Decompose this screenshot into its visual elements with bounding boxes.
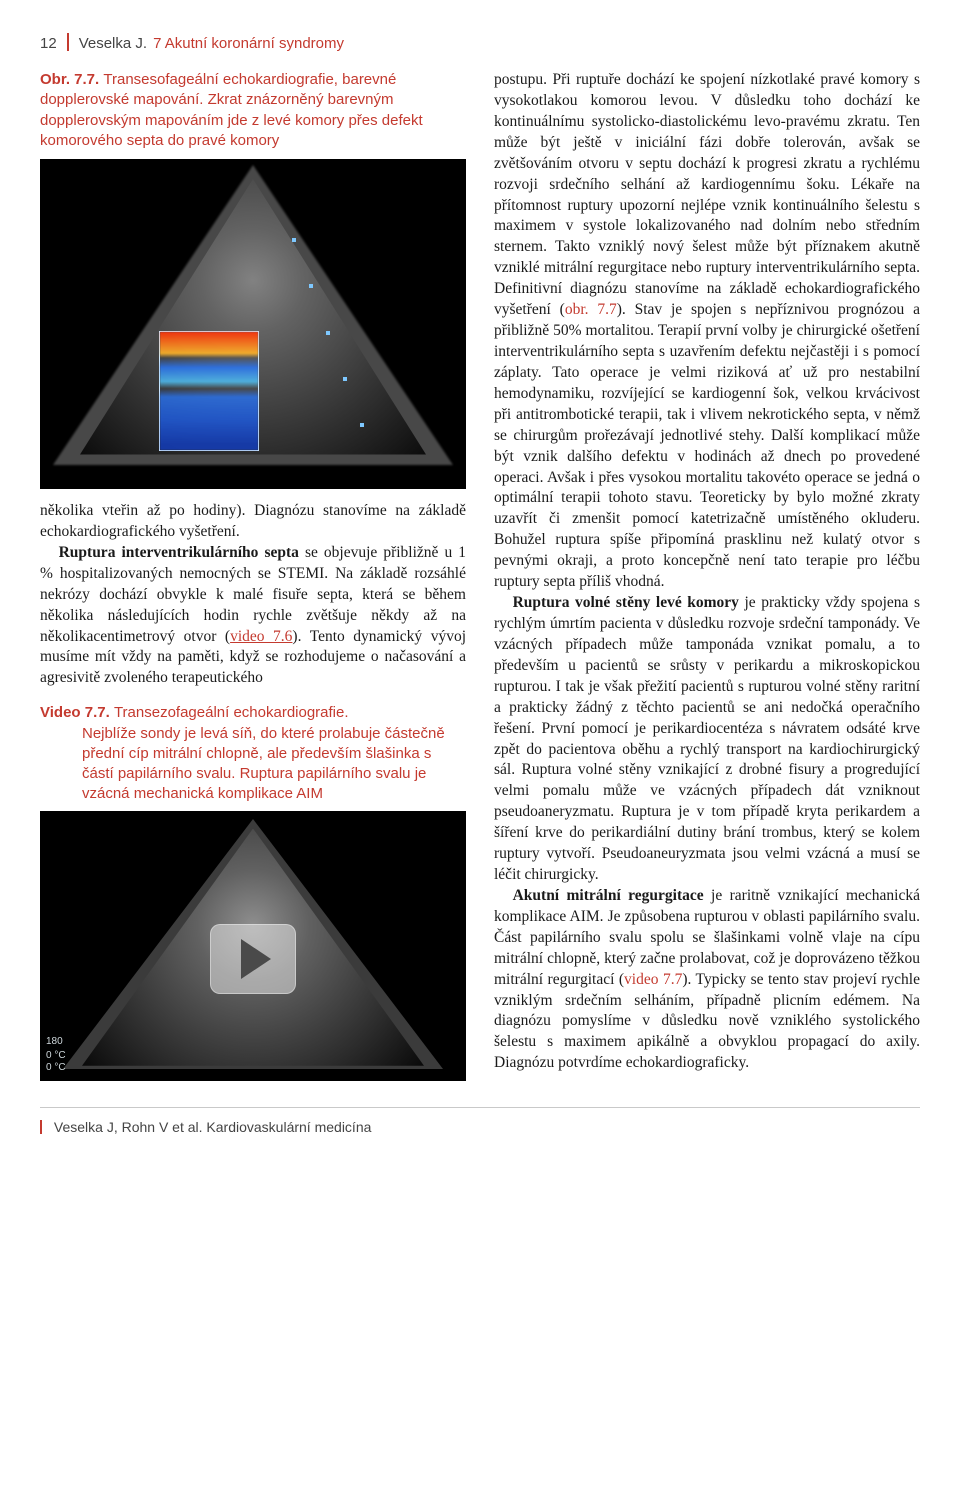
doppler-roi-box — [159, 331, 259, 451]
header-chapter: 7 Akutní koronární syndromy — [153, 35, 344, 52]
depth-tick-icon — [309, 284, 313, 288]
video-title: Transezofageální echokardiografie. — [114, 704, 349, 721]
figure-ref[interactable]: obr. 7.7 — [565, 301, 617, 318]
video-desc: Nejblíže sondy je levá síň, do které pro… — [40, 724, 466, 805]
page-header: 12 Veselka J. 7 Akutní koronární syndrom… — [40, 30, 920, 52]
text-run: ). Stav je spojen s nepříznivou prognózo… — [494, 301, 920, 590]
depth-tick-icon — [326, 331, 330, 335]
depth-tick-icon — [292, 238, 296, 242]
bold-lead: Ruptura interventrikulárního septa — [59, 544, 299, 561]
hud-angle: 180 — [46, 1036, 63, 1047]
paragraph: Ruptura volné stěny levé komory je prakt… — [494, 593, 920, 886]
footer-text: Veselka J, Rohn V et al. Kardiovaskulárn… — [54, 1119, 372, 1135]
paragraph: Ruptura interventrikulárního septa se ob… — [40, 543, 466, 689]
figure-label: Obr. 7.7. — [40, 71, 99, 88]
doppler-color-flow — [160, 332, 258, 450]
bold-lead: Akutní mitrální regurgitace — [513, 887, 704, 904]
figure-image — [40, 159, 466, 489]
page-footer: Veselka J, Rohn V et al. Kardiovaskulárn… — [40, 1107, 920, 1135]
depth-tick-icon — [360, 423, 364, 427]
text-run: je prakticky vždy spojena s rychlým úmrt… — [494, 594, 920, 883]
footer-vbar — [40, 1120, 42, 1134]
two-column-layout: Obr. 7.7. Transesofageální echokardiogra… — [40, 70, 920, 1081]
paragraph: Akutní mitrální regurgitace je raritně v… — [494, 886, 920, 1074]
bold-lead: Ruptura volné stěny levé komory — [513, 594, 739, 611]
hud-temp-2: 0 °C — [46, 1062, 66, 1073]
video-ref[interactable]: video 7.7 — [624, 971, 682, 988]
video-thumbnail[interactable]: 0 °C 0 °C 180 — [40, 811, 466, 1081]
header-author: Veselka J. — [79, 35, 147, 52]
hud-temp-1: 0 °C — [46, 1050, 66, 1061]
video-label: Video 7.7. — [40, 704, 110, 721]
video-caption: Video 7.7. Transezofageální echokardiogr… — [40, 703, 466, 804]
paragraph: postupu. Při ruptuře dochází ke spojení … — [494, 70, 920, 593]
paragraph: několika vteřin až po hodiny). Diagnózu … — [40, 501, 466, 543]
left-body-text: několika vteřin až po hodiny). Diagnózu … — [40, 501, 466, 689]
page-number: 12 — [40, 35, 57, 52]
play-icon[interactable] — [210, 924, 296, 994]
video-ref-link[interactable]: video 7.6 — [230, 628, 292, 645]
left-column: Obr. 7.7. Transesofageální echokardiogra… — [40, 70, 466, 1081]
figure-caption: Obr. 7.7. Transesofageální echokardiogra… — [40, 70, 466, 151]
right-body-text: postupu. Při ruptuře dochází ke spojení … — [494, 70, 920, 1074]
depth-tick-icon — [343, 377, 347, 381]
text-run: postupu. Při ruptuře dochází ke spojení … — [494, 71, 920, 318]
right-column: postupu. Při ruptuře dochází ke spojení … — [494, 70, 920, 1081]
header-vbar — [67, 33, 69, 51]
